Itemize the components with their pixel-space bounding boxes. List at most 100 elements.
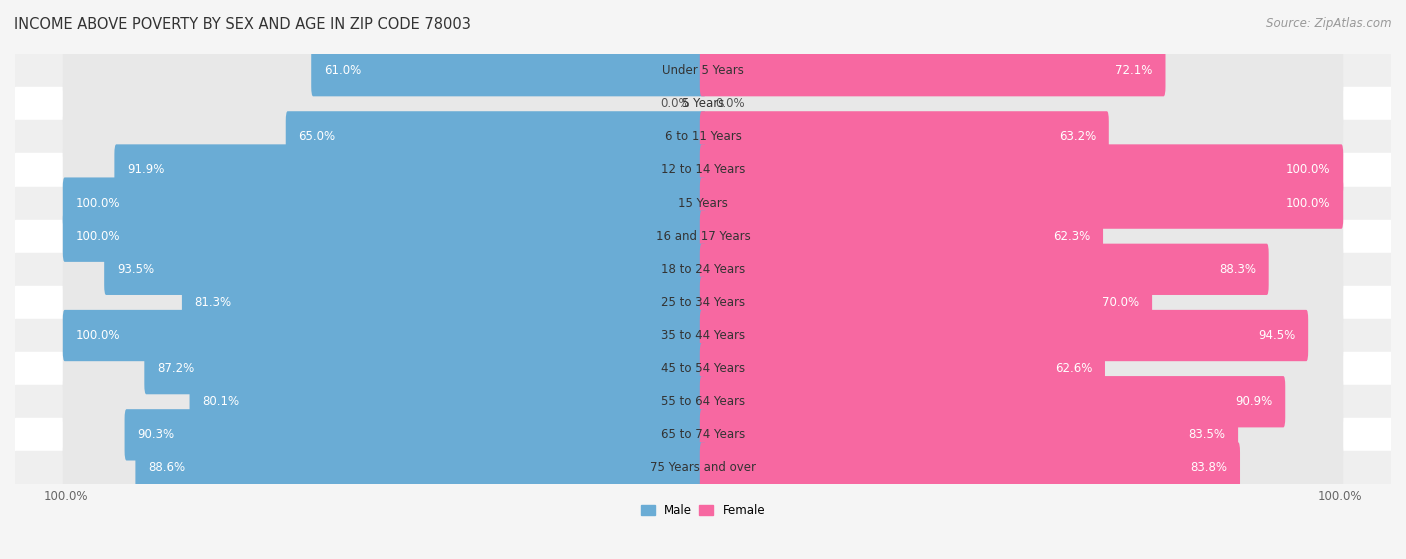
FancyBboxPatch shape: [63, 442, 706, 494]
Text: 88.6%: 88.6%: [148, 461, 186, 475]
FancyBboxPatch shape: [63, 409, 706, 461]
Text: Source: ZipAtlas.com: Source: ZipAtlas.com: [1267, 17, 1392, 30]
FancyBboxPatch shape: [700, 78, 1343, 130]
Text: 80.1%: 80.1%: [202, 395, 239, 408]
Bar: [15, 253, 1391, 286]
Text: 35 to 44 Years: 35 to 44 Years: [661, 329, 745, 342]
FancyBboxPatch shape: [700, 310, 1308, 361]
Bar: [15, 352, 1391, 385]
FancyBboxPatch shape: [63, 277, 706, 328]
FancyBboxPatch shape: [285, 111, 706, 163]
FancyBboxPatch shape: [700, 177, 1343, 229]
FancyBboxPatch shape: [700, 376, 1285, 428]
Bar: [15, 220, 1391, 253]
Text: 70.0%: 70.0%: [1102, 296, 1139, 309]
Text: 55 to 64 Years: 55 to 64 Years: [661, 395, 745, 408]
Text: 5 Years: 5 Years: [682, 97, 724, 110]
FancyBboxPatch shape: [125, 409, 706, 461]
Bar: [15, 385, 1391, 418]
FancyBboxPatch shape: [700, 343, 1343, 394]
FancyBboxPatch shape: [63, 376, 706, 428]
FancyBboxPatch shape: [63, 45, 706, 96]
Text: 16 and 17 Years: 16 and 17 Years: [655, 230, 751, 243]
FancyBboxPatch shape: [63, 244, 706, 295]
FancyBboxPatch shape: [700, 442, 1343, 494]
Bar: [15, 319, 1391, 352]
FancyBboxPatch shape: [63, 310, 706, 361]
FancyBboxPatch shape: [700, 244, 1268, 295]
FancyBboxPatch shape: [700, 111, 1343, 163]
FancyBboxPatch shape: [700, 45, 1343, 96]
FancyBboxPatch shape: [700, 144, 1343, 196]
Bar: [15, 452, 1391, 485]
Text: 72.1%: 72.1%: [1115, 64, 1153, 77]
Bar: [15, 54, 1391, 87]
Text: 83.8%: 83.8%: [1191, 461, 1227, 475]
Text: 100.0%: 100.0%: [76, 329, 120, 342]
FancyBboxPatch shape: [700, 376, 1343, 428]
Text: 91.9%: 91.9%: [127, 163, 165, 177]
Text: 88.3%: 88.3%: [1219, 263, 1256, 276]
FancyBboxPatch shape: [700, 211, 1343, 262]
FancyBboxPatch shape: [700, 144, 1343, 196]
FancyBboxPatch shape: [104, 244, 706, 295]
FancyBboxPatch shape: [63, 111, 706, 163]
Text: 100.0%: 100.0%: [1286, 197, 1330, 210]
FancyBboxPatch shape: [700, 45, 1166, 96]
Legend: Male, Female: Male, Female: [636, 499, 770, 522]
FancyBboxPatch shape: [700, 409, 1239, 461]
Text: 61.0%: 61.0%: [323, 64, 361, 77]
FancyBboxPatch shape: [700, 211, 1104, 262]
Text: 90.3%: 90.3%: [138, 428, 174, 442]
Text: 65 to 74 Years: 65 to 74 Years: [661, 428, 745, 442]
Text: 6 to 11 Years: 6 to 11 Years: [665, 130, 741, 144]
Text: 75 Years and over: 75 Years and over: [650, 461, 756, 475]
Text: 94.5%: 94.5%: [1258, 329, 1295, 342]
FancyBboxPatch shape: [63, 144, 706, 196]
Text: 100.0%: 100.0%: [1286, 163, 1330, 177]
FancyBboxPatch shape: [181, 277, 706, 328]
Text: 100.0%: 100.0%: [76, 230, 120, 243]
FancyBboxPatch shape: [63, 211, 706, 262]
Text: 87.2%: 87.2%: [157, 362, 194, 375]
Text: 100.0%: 100.0%: [76, 197, 120, 210]
FancyBboxPatch shape: [311, 45, 706, 96]
FancyBboxPatch shape: [63, 343, 706, 394]
FancyBboxPatch shape: [145, 343, 706, 394]
Text: 65.0%: 65.0%: [298, 130, 336, 144]
Bar: [15, 286, 1391, 319]
FancyBboxPatch shape: [700, 442, 1240, 494]
FancyBboxPatch shape: [700, 277, 1343, 328]
FancyBboxPatch shape: [63, 78, 706, 130]
Text: INCOME ABOVE POVERTY BY SEX AND AGE IN ZIP CODE 78003: INCOME ABOVE POVERTY BY SEX AND AGE IN Z…: [14, 17, 471, 32]
FancyBboxPatch shape: [700, 409, 1343, 461]
Text: 63.2%: 63.2%: [1059, 130, 1097, 144]
FancyBboxPatch shape: [114, 144, 706, 196]
Text: Under 5 Years: Under 5 Years: [662, 64, 744, 77]
FancyBboxPatch shape: [63, 211, 706, 262]
Text: 93.5%: 93.5%: [117, 263, 155, 276]
FancyBboxPatch shape: [700, 177, 1343, 229]
Bar: [15, 120, 1391, 154]
FancyBboxPatch shape: [63, 310, 706, 361]
Text: 12 to 14 Years: 12 to 14 Years: [661, 163, 745, 177]
FancyBboxPatch shape: [63, 177, 706, 229]
Text: 90.9%: 90.9%: [1236, 395, 1272, 408]
FancyBboxPatch shape: [135, 442, 706, 494]
Bar: [15, 187, 1391, 220]
Text: 45 to 54 Years: 45 to 54 Years: [661, 362, 745, 375]
FancyBboxPatch shape: [63, 177, 706, 229]
FancyBboxPatch shape: [190, 376, 706, 428]
FancyBboxPatch shape: [700, 310, 1343, 361]
Text: 62.3%: 62.3%: [1053, 230, 1090, 243]
Bar: [15, 87, 1391, 120]
Text: 15 Years: 15 Years: [678, 197, 728, 210]
Text: 62.6%: 62.6%: [1054, 362, 1092, 375]
Bar: [15, 418, 1391, 452]
FancyBboxPatch shape: [700, 244, 1343, 295]
FancyBboxPatch shape: [700, 343, 1105, 394]
Text: 25 to 34 Years: 25 to 34 Years: [661, 296, 745, 309]
Bar: [15, 154, 1391, 187]
FancyBboxPatch shape: [700, 277, 1152, 328]
Text: 0.0%: 0.0%: [661, 97, 690, 110]
